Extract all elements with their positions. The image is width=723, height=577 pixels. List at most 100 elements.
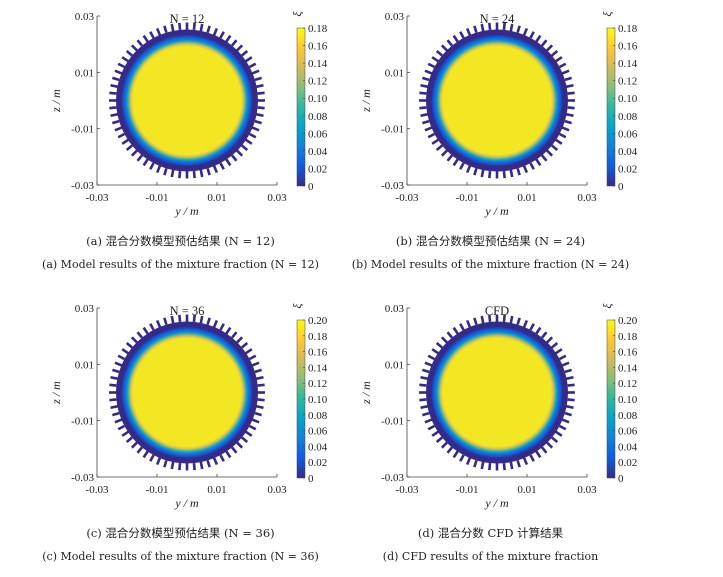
x-tick-label: 0.03 bbox=[267, 484, 287, 496]
heatmap-field bbox=[419, 22, 575, 179]
heatmap-field bbox=[109, 314, 265, 471]
colorbar-tick-label: 0.06 bbox=[618, 128, 638, 140]
y-tick-label: 0.01 bbox=[385, 67, 404, 79]
x-tick-label: -0.01 bbox=[456, 192, 479, 204]
colorbar-tick-label: 0.02 bbox=[618, 457, 637, 469]
y-tick-label: -0.03 bbox=[381, 472, 404, 484]
y-axis-label: z / m bbox=[49, 381, 63, 405]
x-axis-label: y / m bbox=[484, 496, 509, 510]
x-tick-label: 0.01 bbox=[517, 484, 536, 496]
colorbar-tick-label: 0 bbox=[308, 473, 314, 485]
colorbar-label: ξ bbox=[290, 11, 304, 17]
y-axis-label: z / m bbox=[49, 89, 63, 113]
y-tick-label: 0.03 bbox=[75, 11, 95, 23]
x-tick-label: 0.03 bbox=[267, 192, 287, 204]
y-tick-label: -0.03 bbox=[71, 180, 94, 192]
colorbar-tick-label: 0.12 bbox=[618, 76, 637, 88]
colorbar-tick-label: 0.02 bbox=[308, 163, 327, 175]
y-tick-label: 0.03 bbox=[385, 11, 405, 23]
caption-en: (b) Model results of the mixture fractio… bbox=[351, 258, 630, 271]
colorbar-tick-label: 0.10 bbox=[618, 394, 638, 406]
x-tick-label: -0.01 bbox=[146, 484, 169, 496]
colorbar-tick-label: 0.08 bbox=[308, 410, 328, 422]
colorbar-tick-label: 0.12 bbox=[618, 378, 637, 390]
x-tick-label: 0.01 bbox=[517, 192, 536, 204]
colorbar-label: ξ bbox=[600, 303, 614, 309]
x-tick-label: 0.01 bbox=[207, 484, 226, 496]
colorbar-tick-label: 0.08 bbox=[308, 111, 328, 123]
x-tick-label: -0.01 bbox=[146, 192, 169, 204]
colorbar-tick-label: 0.04 bbox=[308, 146, 328, 158]
colorbar-tick-label: 0.20 bbox=[618, 315, 638, 327]
y-tick-label: -0.01 bbox=[381, 416, 404, 428]
caption-en: (a) Model results of the mixture fractio… bbox=[42, 258, 319, 271]
y-tick-label: 0.01 bbox=[75, 67, 94, 79]
colorbar-tick-label: 0.08 bbox=[618, 111, 638, 123]
x-tick-label: -0.03 bbox=[396, 484, 419, 496]
colorbar-tick-label: 0.14 bbox=[618, 58, 638, 70]
panel-d: CFD -0.03 -0.01 0.01 0.03 0.03 0.01 -0.01 -0.03 y… bbox=[310, 292, 671, 577]
colorbar bbox=[296, 27, 306, 187]
x-axis-label: y / m bbox=[484, 204, 509, 218]
colorbar-tick-label: 0.16 bbox=[308, 347, 328, 359]
colorbar-tick-label: 0.06 bbox=[308, 128, 328, 140]
chart-title: N = 36 bbox=[170, 304, 205, 318]
y-tick-label: 0.01 bbox=[385, 359, 404, 371]
y-tick-label: -0.01 bbox=[381, 124, 404, 136]
colorbar-tick-label: 0.14 bbox=[308, 362, 328, 374]
x-tick-label: 0.03 bbox=[577, 484, 597, 496]
y-axis-label: z / m bbox=[359, 381, 373, 405]
heatmap-chart: N = 24 -0.03 -0.01 0.01 0.03 0.03 0.01 -0.01 -0.… bbox=[359, 11, 638, 218]
colorbar-tick-label: 0.10 bbox=[308, 93, 328, 105]
y-tick-label: -0.01 bbox=[71, 416, 94, 428]
colorbar-tick-label: 0.16 bbox=[618, 41, 638, 53]
colorbar-tick-label: 0 bbox=[308, 181, 314, 193]
caption-zh: (c) 混合分数模型预估结果 (N = 36) bbox=[86, 526, 275, 540]
caption-zh: (a) 混合分数模型预估结果 (N = 12) bbox=[86, 234, 275, 248]
x-tick-label: 0.03 bbox=[577, 192, 597, 204]
colorbar-tick-label: 0.16 bbox=[618, 347, 638, 359]
y-axis-label: z / m bbox=[359, 89, 373, 113]
heatmap-chart: N = 12 -0.03 -0.01 0.01 0.03 0.03 0.01 -0.01 -0.… bbox=[49, 11, 328, 218]
x-axis-label: y / m bbox=[174, 204, 199, 218]
x-tick-label: -0.03 bbox=[86, 192, 109, 204]
y-tick-label: -0.01 bbox=[71, 124, 94, 136]
colorbar-tick-label: 0.14 bbox=[308, 58, 328, 70]
x-axis-label: y / m bbox=[174, 496, 199, 510]
colorbar-tick-label: 0.02 bbox=[618, 163, 637, 175]
colorbar-tick-label: 0.20 bbox=[308, 315, 328, 327]
heatmap-chart: N = 36 -0.03 -0.01 0.01 0.03 0.03 0.01 -0.01 -0.… bbox=[49, 303, 328, 510]
caption-zh: (d) 混合分数 CFD 计算结果 bbox=[417, 526, 564, 540]
colorbar-tick-label: 0.18 bbox=[308, 331, 328, 343]
y-tick-label: 0.03 bbox=[75, 303, 95, 315]
chart-title: N = 24 bbox=[480, 12, 516, 26]
colorbar-tick-label: 0.04 bbox=[308, 441, 328, 453]
colorbar-tick-label: 0.06 bbox=[618, 426, 638, 438]
chart-title: N = 12 bbox=[170, 12, 205, 26]
colorbar-tick-label: 0.10 bbox=[618, 93, 638, 105]
chart-title: CFD bbox=[485, 304, 509, 318]
panel-c: N = 36 -0.03 -0.01 0.01 0.03 0.03 0.01 -0.01 -0.… bbox=[0, 292, 361, 577]
colorbar-tick-label: 0.18 bbox=[618, 23, 638, 35]
y-tick-label: -0.03 bbox=[71, 472, 94, 484]
y-tick-label: -0.03 bbox=[381, 180, 404, 192]
colorbar-tick-label: 0 bbox=[618, 181, 624, 193]
panel-a: N = 12 -0.03 -0.01 0.01 0.03 0.03 0.01 -0.01 -0.… bbox=[0, 0, 361, 285]
colorbar bbox=[606, 27, 616, 187]
x-tick-label: -0.03 bbox=[86, 484, 109, 496]
colorbar-tick-label: 0.08 bbox=[618, 410, 638, 422]
colorbar-tick-label: 0.14 bbox=[618, 362, 638, 374]
caption-en: (d) CFD results of the mixture fraction bbox=[382, 550, 599, 563]
heatmap-field bbox=[109, 22, 265, 179]
colorbar-tick-label: 0.12 bbox=[308, 378, 327, 390]
colorbar-tick-label: 0.18 bbox=[618, 331, 638, 343]
caption-en: (c) Model results of the mixture fractio… bbox=[42, 550, 319, 563]
colorbar-tick-label: 0.10 bbox=[308, 394, 328, 406]
colorbar-tick-label: 0.02 bbox=[308, 457, 327, 469]
x-tick-label: -0.01 bbox=[456, 484, 479, 496]
x-tick-label: 0.01 bbox=[207, 192, 226, 204]
x-tick-label: -0.03 bbox=[396, 192, 419, 204]
heatmap-chart: CFD -0.03 -0.01 0.01 0.03 0.03 0.01 -0.01 -0.03 y… bbox=[359, 303, 638, 510]
colorbar-tick-label: 0.12 bbox=[308, 76, 327, 88]
y-tick-label: 0.03 bbox=[385, 303, 405, 315]
